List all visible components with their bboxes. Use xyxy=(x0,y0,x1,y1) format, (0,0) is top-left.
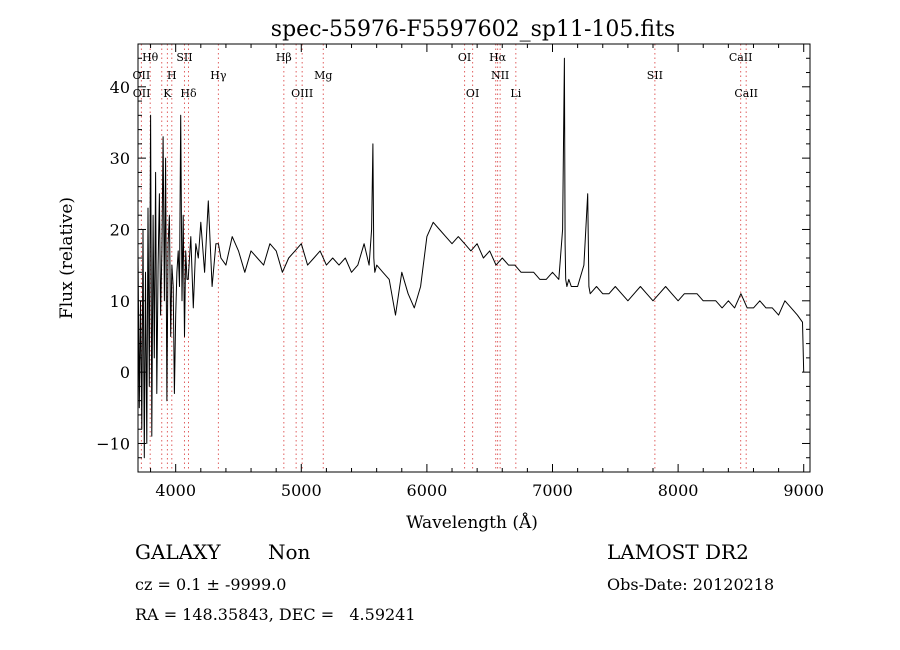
spectral-marker-lines xyxy=(140,44,747,472)
marker-label: OI xyxy=(458,51,471,64)
x-tick-label: 4000 xyxy=(155,481,196,500)
spectrum-line xyxy=(137,57,805,459)
y-tick-label: 40 xyxy=(110,78,130,97)
marker-label: OII xyxy=(133,87,151,100)
x-axis-ticks: 4000 5000 6000 7000 8000 9000 xyxy=(150,44,824,500)
marker-label: K xyxy=(163,87,172,100)
y-tick-label: −10 xyxy=(96,434,130,453)
marker-label: NII xyxy=(491,69,509,82)
marker-label: Mg xyxy=(314,69,332,82)
x-tick-label: 8000 xyxy=(658,481,699,500)
marker-label: Hθ xyxy=(142,51,159,64)
x-tick-label: 9000 xyxy=(783,481,824,500)
y-tick-label: 10 xyxy=(110,292,130,311)
marker-label: Hδ xyxy=(180,87,197,100)
marker-label: OI xyxy=(466,87,479,100)
marker-label: Hβ xyxy=(276,51,292,64)
marker-label: Hγ xyxy=(210,69,227,82)
spectrum-series xyxy=(137,57,805,459)
marker-label: SII xyxy=(647,69,663,82)
object-class: GALAXY xyxy=(135,540,221,564)
x-tick-label: 6000 xyxy=(407,481,448,500)
marker-label: Li xyxy=(510,87,521,100)
y-tick-label: 20 xyxy=(110,220,130,239)
marker-label: OIII xyxy=(291,87,313,100)
object-subclass: Non xyxy=(268,540,311,564)
y-axis-label: Flux (relative) xyxy=(57,197,77,319)
survey-name: LAMOST DR2 xyxy=(607,540,749,564)
y-tick-label: 30 xyxy=(110,149,130,168)
marker-label: CaII xyxy=(729,51,753,64)
x-tick-label: 7000 xyxy=(532,481,573,500)
x-axis-label: Wavelength (Å) xyxy=(406,512,538,533)
coordinates: RA = 148.35843, DEC = 4.59241 xyxy=(135,605,416,624)
marker-label: Hα xyxy=(489,51,507,64)
spectral-marker-labels: Hθ SII Hβ OI Hα CaII OII H Hγ Mg NII SII OII K Hδ OIII O… xyxy=(133,51,758,100)
marker-label: SII xyxy=(176,51,192,64)
marker-label: H xyxy=(167,69,177,82)
y-tick-label: 0 xyxy=(120,363,130,382)
plot-frame xyxy=(137,43,811,473)
y-axis-ticks: −10 0 10 20 30 40 xyxy=(96,57,810,459)
observation-date: Obs-Date: 20120218 xyxy=(607,575,775,594)
redshift-value: cz = 0.1 ± -9999.0 xyxy=(135,575,287,594)
chart-title: spec-55976-F5597602_sp11-105.fits xyxy=(271,17,675,42)
x-tick-label: 5000 xyxy=(281,481,322,500)
marker-label: CaII xyxy=(734,87,758,100)
marker-label: OII xyxy=(133,69,151,82)
